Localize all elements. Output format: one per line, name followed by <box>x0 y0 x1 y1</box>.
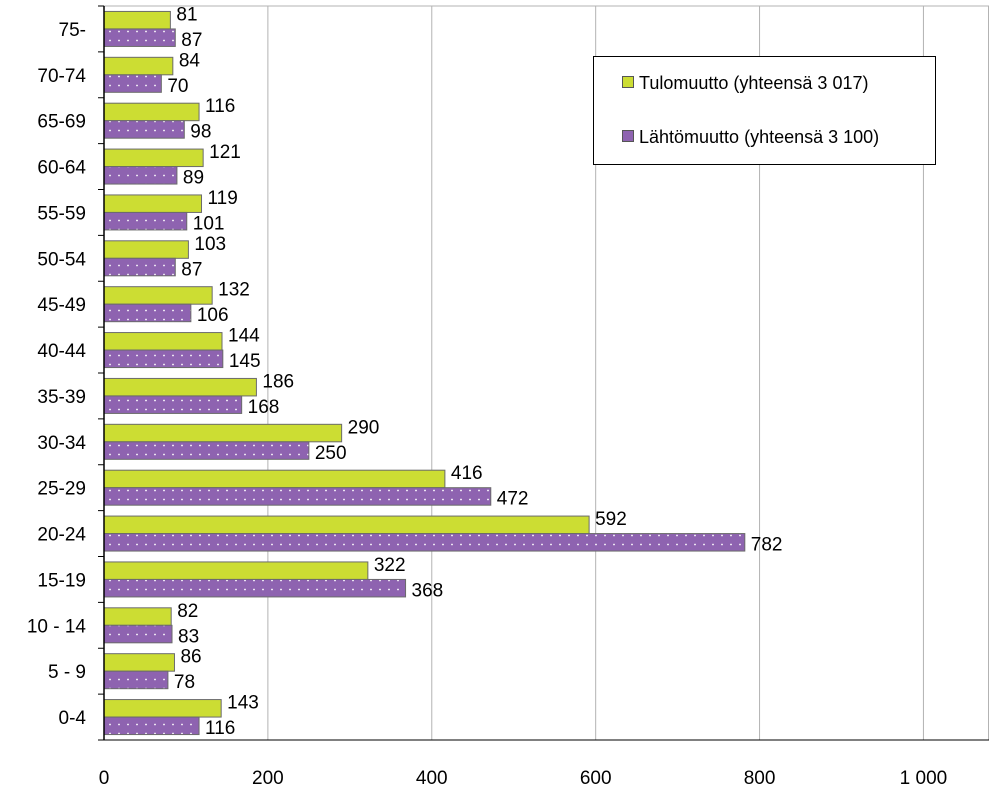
data-label-lahtomuutto-9: 106 <box>197 305 229 326</box>
x-tick-label-4: 800 <box>744 768 776 788</box>
labels: 0 200 400 600 800 1 000 143 116 0-4 86 78 5 - 9 82 83… <box>27 4 947 788</box>
data-label-lahtomuutto-1: 78 <box>174 672 195 693</box>
data-label-lahtomuutto-3: 368 <box>412 580 444 601</box>
bar-lahtomuutto-6 <box>103 441 310 460</box>
data-label-tulomuutto-6: 290 <box>348 417 380 438</box>
data-label-lahtomuutto-0: 116 <box>205 718 235 739</box>
bar-lahtomuutto-5 <box>103 487 492 506</box>
bar-tulomuutto-13 <box>103 102 200 122</box>
data-label-lahtomuutto-4: 782 <box>751 535 783 556</box>
y-tick-label-3: 15-19 <box>37 570 86 591</box>
bar-lahtomuutto-8 <box>103 349 224 369</box>
data-label-tulomuutto-10: 103 <box>194 234 226 255</box>
data-label-lahtomuutto-2: 83 <box>178 626 199 647</box>
data-label-lahtomuutto-5: 472 <box>497 489 529 510</box>
data-label-tulomuutto-5: 416 <box>451 463 483 484</box>
y-tick-label-13: 65-69 <box>37 112 86 133</box>
bar-lahtomuutto-10 <box>103 257 176 277</box>
data-label-lahtomuutto-8: 145 <box>229 351 261 372</box>
y-tick-label-1: 5 - 9 <box>48 662 86 683</box>
y-tick-label-9: 45-49 <box>37 295 86 316</box>
bar-tulomuutto-12 <box>103 148 204 168</box>
bar-lahtomuutto-4 <box>103 533 746 552</box>
data-label-tulomuutto-11: 119 <box>208 188 238 209</box>
data-label-tulomuutto-15: 81 <box>176 4 197 25</box>
y-tick-label-4: 20-24 <box>37 525 86 546</box>
data-label-tulomuutto-14: 84 <box>179 50 201 71</box>
bar-lahtomuutto-7 <box>103 395 243 414</box>
bars <box>103 10 746 736</box>
bar-lahtomuutto-12 <box>103 166 178 185</box>
data-label-tulomuutto-8: 144 <box>228 326 260 347</box>
x-tick-label-2: 400 <box>416 768 448 788</box>
data-label-tulomuutto-0: 143 <box>227 693 259 714</box>
data-label-tulomuutto-13: 116 <box>205 96 235 117</box>
y-tick-label-14: 70-74 <box>37 66 86 87</box>
bar-tulomuutto-6 <box>103 423 343 443</box>
bar-tulomuutto-4 <box>103 515 590 535</box>
legend-swatch-tulomuutto <box>622 76 634 88</box>
bar-lahtomuutto-2 <box>103 624 173 644</box>
x-tick-label-1: 200 <box>252 768 284 788</box>
y-tick-label-10: 50-54 <box>37 249 86 270</box>
y-tick-label-15: 75- <box>59 20 86 41</box>
y-tick-label-2: 10 - 14 <box>27 616 87 637</box>
bar-tulomuutto-3 <box>103 561 369 580</box>
bar-tulomuutto-10 <box>103 240 189 259</box>
data-label-tulomuutto-9: 132 <box>218 280 250 301</box>
data-label-tulomuutto-1: 86 <box>180 647 201 668</box>
bar-tulomuutto-14 <box>103 56 174 76</box>
bar-tulomuutto-8 <box>103 332 223 351</box>
y-tick-label-7: 35-39 <box>37 387 86 408</box>
bar-lahtomuutto-11 <box>103 211 188 231</box>
legend-label-tulomuutto: Tulomuutto (yhteensä 3 017) <box>639 73 869 93</box>
x-tick-label-5: 1 000 <box>900 768 948 788</box>
data-label-lahtomuutto-12: 89 <box>183 168 204 189</box>
legend-swatch-lahtomuutto <box>622 130 634 142</box>
axes <box>98 5 989 741</box>
y-tick-label-8: 40-44 <box>37 341 86 362</box>
bar-tulomuutto-15 <box>103 10 171 30</box>
bar-tulomuutto-9 <box>103 286 213 305</box>
data-label-tulomuutto-7: 186 <box>262 371 294 392</box>
y-tick-label-12: 60-64 <box>37 158 86 179</box>
bar-lahtomuutto-3 <box>103 578 407 598</box>
legend: Tulomuutto (yhteensä 3 017) Lähtömuutto … <box>593 56 936 165</box>
bar-lahtomuutto-13 <box>103 120 185 139</box>
legend-item-tulomuutto: Tulomuutto (yhteensä 3 017) <box>622 73 868 94</box>
data-label-tulomuutto-3: 322 <box>374 555 406 576</box>
bar-lahtomuutto-9 <box>103 303 192 323</box>
y-tick-label-5: 25-29 <box>37 479 86 500</box>
bar-tulomuutto-2 <box>103 607 172 626</box>
legend-label-lahtomuutto: Lähtömuutto (yhteensä 3 100) <box>639 127 880 147</box>
bar-lahtomuutto-14 <box>103 74 162 93</box>
data-label-lahtomuutto-7: 168 <box>248 397 280 418</box>
data-label-tulomuutto-12: 121 <box>209 142 241 163</box>
legend-item-lahtomuutto: Lähtömuutto (yhteensä 3 100) <box>622 127 879 148</box>
y-tick-label-0: 0-4 <box>59 708 87 729</box>
bar-tulomuutto-7 <box>103 377 257 397</box>
y-tick-label-11: 55-59 <box>37 203 86 224</box>
data-label-lahtomuutto-6: 250 <box>315 443 347 464</box>
bar-tulomuutto-1 <box>103 653 175 672</box>
bar-lahtomuutto-1 <box>103 670 169 690</box>
data-label-lahtomuutto-11: 101 <box>193 213 225 234</box>
bar-lahtomuutto-0 <box>103 716 200 736</box>
data-label-lahtomuutto-15: 87 <box>181 30 202 51</box>
y-tick-label-6: 30-34 <box>37 433 86 454</box>
data-label-lahtomuutto-14: 70 <box>167 76 188 97</box>
data-label-lahtomuutto-13: 98 <box>190 122 211 143</box>
x-tick-label-3: 600 <box>580 768 612 788</box>
x-tick-label-0: 0 <box>99 768 110 788</box>
data-label-lahtomuutto-10: 87 <box>181 259 202 280</box>
bar-tulomuutto-5 <box>103 469 446 489</box>
bar-lahtomuutto-15 <box>103 28 176 47</box>
bar-tulomuutto-0 <box>103 699 222 718</box>
data-label-tulomuutto-4: 592 <box>595 509 627 530</box>
bar-tulomuutto-11 <box>103 194 203 213</box>
data-label-tulomuutto-2: 82 <box>177 601 198 622</box>
